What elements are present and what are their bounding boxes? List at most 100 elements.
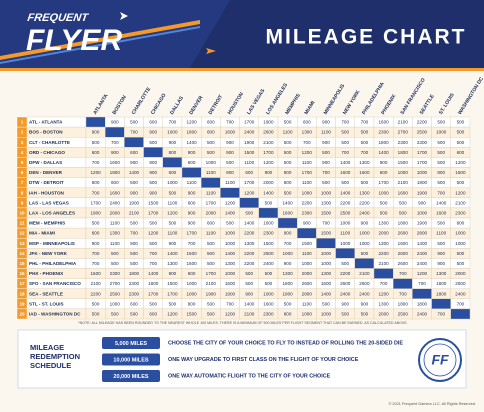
- diagonal-cell: [200, 177, 221, 188]
- cell-value: 2000: [378, 311, 389, 316]
- cell-value: 1700: [90, 200, 101, 205]
- cell-value: 700: [226, 301, 234, 306]
- cell-value: 500: [111, 251, 119, 256]
- cell-value: 700: [149, 251, 157, 256]
- cell-value: 1700: [148, 210, 159, 215]
- cell-value: 2300: [378, 130, 389, 135]
- cell-value: 700: [341, 120, 349, 125]
- cell-value: 2300: [263, 311, 274, 316]
- cell-value: 500: [284, 301, 292, 306]
- cell-value: 700: [188, 241, 196, 246]
- cell-value: 1400: [263, 190, 274, 195]
- cell-value: 900: [361, 221, 369, 226]
- cell-value: 1000: [225, 231, 236, 236]
- cell-value: 1200: [417, 271, 428, 276]
- cell-value: 700: [284, 241, 292, 246]
- cell-value: 900: [188, 221, 196, 226]
- redemption-title: SCHEDULE: [30, 361, 71, 370]
- cell-value: 1000: [378, 190, 389, 195]
- cell-value: 1900: [417, 180, 428, 185]
- diagonal-cell: [373, 268, 394, 279]
- cell-value: 1500: [321, 210, 332, 215]
- cell-value: 1800: [398, 150, 409, 155]
- cell-value: 600: [92, 180, 100, 185]
- diagonal-cell: [239, 197, 260, 209]
- cell-value: 1300: [282, 271, 293, 276]
- row-number: 4: [21, 150, 24, 155]
- cell-value: 900: [284, 170, 292, 175]
- cell-value: 1700: [417, 160, 428, 165]
- cell-value: 500: [92, 221, 100, 226]
- cell-value: 1000: [302, 311, 313, 316]
- cell-value: 2100: [206, 281, 217, 286]
- cell-value: 2200: [244, 231, 255, 236]
- diagonal-cell: [316, 237, 336, 249]
- cell-value: 600: [284, 180, 292, 185]
- cell-value: 1300: [321, 200, 332, 205]
- diagonal-cell: [335, 248, 356, 259]
- cell-value: 2100: [244, 311, 255, 316]
- cell-value: 500: [361, 251, 369, 256]
- row-label: LAS - LAS VEGAS: [29, 200, 69, 205]
- cell-value: 600: [92, 231, 100, 236]
- cell-value: 2200: [244, 261, 255, 266]
- cell-value: 900: [111, 150, 119, 155]
- cell-value: 1600: [225, 130, 236, 135]
- logo-main: FLYER: [26, 24, 122, 57]
- cell-value: 800: [284, 311, 292, 316]
- row-number: 10: [19, 210, 25, 215]
- cell-value: 2400: [263, 261, 274, 266]
- cell-value: 500: [341, 311, 349, 316]
- row-number: 13: [19, 241, 25, 246]
- cell-value: 700: [361, 120, 369, 125]
- cell-value: 1700: [148, 291, 159, 296]
- cell-value: 2200: [244, 251, 255, 256]
- badge: [418, 338, 462, 382]
- cell-value: 2500: [417, 130, 428, 135]
- cell-value: 600: [188, 160, 196, 165]
- cell-value: 2200: [417, 120, 428, 125]
- cell-value: 2600: [398, 251, 409, 256]
- cell-value: 2000: [455, 271, 466, 276]
- redemption-box: [17, 329, 467, 389]
- cell-value: 1700: [206, 200, 217, 205]
- badge-ring: [423, 343, 457, 377]
- page-title: MILEAGE CHART: [266, 26, 467, 49]
- cell-value: 800: [188, 301, 196, 306]
- cell-value: 600: [207, 221, 215, 226]
- cell-value: 1000: [455, 241, 466, 246]
- cell-value: 1000: [417, 170, 428, 175]
- redemption-title: MILEAGE: [30, 343, 64, 352]
- reward: ONE WAY AUTOMATIC FLIGHT TO THE CITY OF …: [168, 374, 331, 380]
- cell-value: 700: [92, 190, 100, 195]
- cell-value: 1800: [378, 140, 389, 145]
- redemption-title: REDEMPTION: [30, 352, 80, 361]
- cell-value: 2400: [244, 130, 255, 135]
- cell-value: 500: [399, 200, 407, 205]
- cell-value: 1200: [90, 170, 101, 175]
- cell-value: 900: [303, 221, 311, 226]
- cell-value: 600: [92, 150, 100, 155]
- cell-value: 2600: [359, 281, 370, 286]
- cell-value: 500: [437, 241, 445, 246]
- diagonal-cell: [277, 217, 298, 229]
- cell-value: 2000: [263, 180, 274, 185]
- cell-value: 700: [322, 221, 330, 226]
- diagonal-cell: [354, 258, 375, 269]
- flight-trail: [0, 26, 200, 64]
- diagonal-cell: [85, 116, 106, 128]
- cell-value: 600: [111, 180, 119, 185]
- cell-value: 900: [188, 150, 196, 155]
- diagonal-cell: [143, 147, 164, 158]
- cell-value: 2100: [129, 210, 140, 215]
- cell-value: 1900: [206, 291, 217, 296]
- cell-value: 900: [226, 140, 234, 145]
- cell-value: 1500: [302, 241, 313, 246]
- cell-value: 500: [341, 261, 349, 266]
- cell-value: 500: [437, 180, 445, 185]
- cell-value: 1200: [244, 190, 255, 195]
- cell-value: 1100: [302, 160, 312, 165]
- cell-value: 500: [207, 311, 215, 316]
- row-label: IAH - HOUSTON: [29, 190, 65, 195]
